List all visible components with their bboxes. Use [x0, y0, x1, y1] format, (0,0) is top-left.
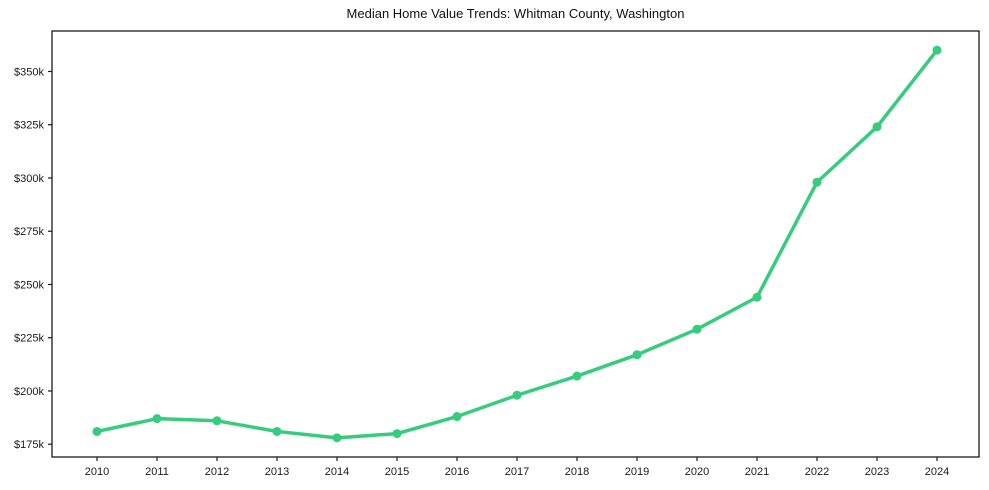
chart-title: Median Home Value Trends: Whitman County… — [346, 6, 685, 21]
data-point-2020 — [692, 324, 702, 334]
data-point-2014 — [332, 433, 342, 443]
y-tick-label: $325k — [14, 120, 44, 132]
trend-line — [95, 48, 939, 440]
y-tick-label: $275k — [14, 226, 44, 238]
y-tick-label: $300k — [14, 173, 44, 185]
plot-border — [51, 30, 980, 458]
data-point-2013 — [272, 426, 282, 436]
y-tick-label: $225k — [14, 333, 44, 345]
data-point-2022 — [812, 177, 822, 187]
x-tick-label: 2019 — [625, 466, 649, 478]
x-tick-label: 2018 — [565, 466, 589, 478]
x-tick-label: 2023 — [865, 466, 889, 478]
x-tick-label: 2013 — [265, 466, 289, 478]
x-tick-label: 2024 — [925, 466, 949, 478]
y-tick-label: $200k — [14, 386, 44, 398]
data-point-2021 — [752, 292, 762, 302]
x-tick-label: 2011 — [145, 466, 169, 478]
data-point-2019 — [632, 350, 642, 360]
x-tick-label: 2017 — [505, 466, 529, 478]
y-tick-label: $350k — [14, 66, 44, 78]
data-point-2011 — [152, 414, 162, 424]
x-tick-label: 2012 — [205, 466, 229, 478]
data-point-2016 — [452, 412, 462, 422]
x-tick-label: 2010 — [85, 466, 109, 478]
x-tick-label: 2016 — [445, 466, 469, 478]
data-point-2023 — [872, 122, 882, 132]
data-point-2010 — [92, 426, 102, 436]
x-tick-label: 2022 — [805, 466, 829, 478]
data-point-2015 — [392, 429, 402, 439]
data-point-2018 — [572, 371, 582, 381]
x-tick-label: 2015 — [385, 466, 409, 478]
data-point-2024 — [932, 45, 942, 55]
x-tick-label: 2014 — [325, 466, 349, 478]
data-point-2012 — [212, 416, 222, 426]
x-tick-label: 2020 — [685, 466, 709, 478]
y-tick-label: $250k — [14, 279, 44, 291]
y-tick-label: $175k — [14, 439, 44, 451]
x-tick-label: 2021 — [745, 466, 769, 478]
data-point-2017 — [512, 390, 522, 400]
